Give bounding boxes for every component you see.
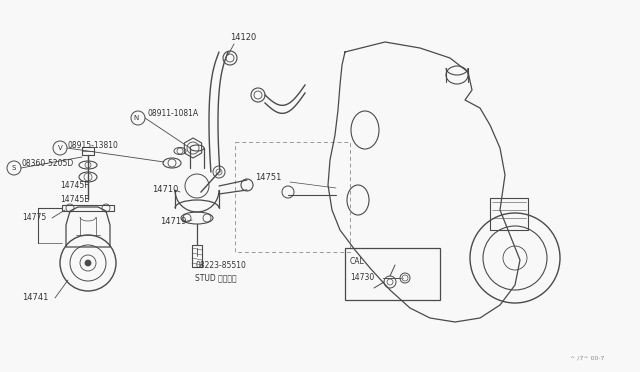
Text: 14741: 14741 [22,294,49,302]
Text: 14751: 14751 [255,173,282,183]
Bar [235,142,350,252]
Text: 14120: 14120 [230,33,256,42]
Circle shape [85,260,91,266]
Text: 08360-5205D: 08360-5205D [22,160,74,169]
Text: V: V [58,145,62,151]
Bar [82,147,94,155]
Bar [345,248,440,300]
Text: 14745F: 14745F [60,180,88,189]
Text: STUD スタッド: STUD スタッド [195,273,237,282]
Bar [490,198,528,230]
Text: S: S [12,165,16,171]
Text: 14775: 14775 [22,214,46,222]
Text: 14719: 14719 [160,218,186,227]
Text: N: N [133,115,139,121]
Bar [62,205,114,211]
Text: 08915-13810: 08915-13810 [68,141,119,150]
Text: 14730: 14730 [350,273,374,282]
Text: 08911-1081A: 08911-1081A [147,109,198,119]
Text: 14710: 14710 [152,186,179,195]
Text: 08223-85510: 08223-85510 [195,260,246,269]
Text: CAL: CAL [350,257,365,266]
Text: ^ /7^ 00·7: ^ /7^ 00·7 [570,356,604,360]
Bar [192,245,202,267]
Text: 14745E: 14745E [60,196,89,205]
